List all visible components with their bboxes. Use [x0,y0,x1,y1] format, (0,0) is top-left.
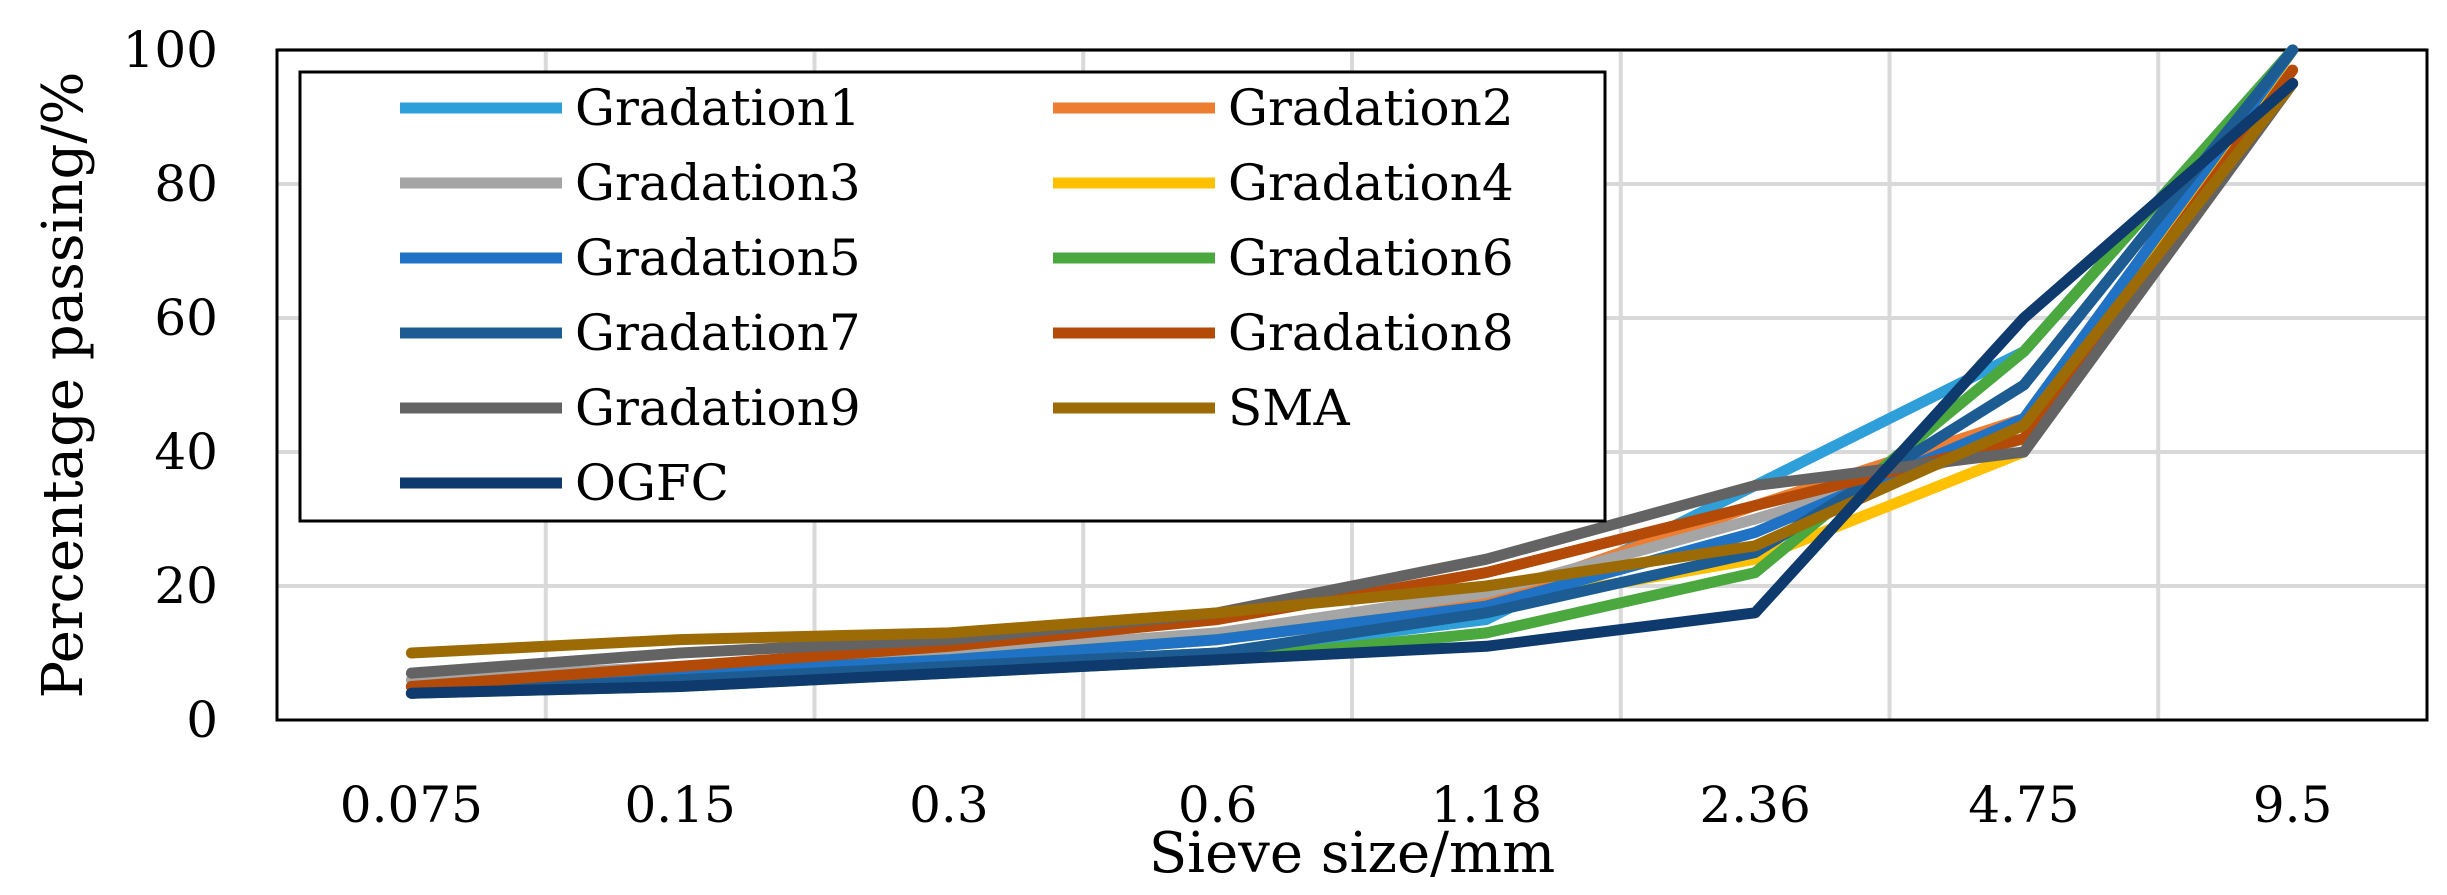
x-tick-label: 4.75 [1968,776,2079,834]
legend-label: Gradation2 [1228,79,1514,137]
y-tick-label: 60 [154,289,218,347]
series-line-ogfc [405,78,2299,699]
legend-label: Gradation5 [575,229,861,287]
y-tick-label: 80 [154,155,218,213]
legend-label: OGFC [575,454,729,512]
x-tick-label: 1.18 [1431,776,1542,834]
x-tick-label: 0.075 [340,776,483,834]
y-axis-title: Percentage passing/% [31,72,96,699]
legend-label: Gradation4 [1228,154,1514,212]
x-axis-ticks: 0.075 0.15 0.3 0.6 1.18 2.36 4.75 9.5 [340,776,2333,834]
x-tick-label: 9.5 [2253,776,2333,834]
legend-box [298,70,1607,523]
legend-label: Gradation6 [1228,229,1514,287]
legend-label: Gradation1 [575,79,861,137]
x-tick-label: 2.36 [1699,776,1810,834]
series-line-gradation9 [405,78,2299,679]
x-axis-title: Sieve size/mm [1149,821,1555,886]
legend: Gradation1 Gradation2 Gradation3 Gradation4… [298,70,1607,523]
y-tick-label: 20 [154,557,218,615]
series-line-gradation7 [405,44,2299,699]
y-tick-label: 40 [154,423,218,481]
plot-frame [275,48,2429,722]
series-line-gradation5 [405,44,2299,692]
legend-label: Gradation7 [575,304,861,362]
y-tick-label: 100 [123,21,218,79]
legend-label: SMA [1228,379,1350,437]
x-tick-label: 0.15 [624,776,735,834]
series-layer [405,44,2299,699]
y-tick-label: 0 [186,691,218,749]
x-tick-label: 0.3 [909,776,989,834]
x-tick-label: 0.6 [1178,776,1258,834]
legend-label: Gradation3 [575,154,861,212]
y-axis-ticks: 0 20 40 60 80 100 [123,21,218,749]
legend-label: Gradation8 [1228,304,1514,362]
series-line-sma [405,78,2299,659]
legend-label: Gradation9 [575,379,861,437]
